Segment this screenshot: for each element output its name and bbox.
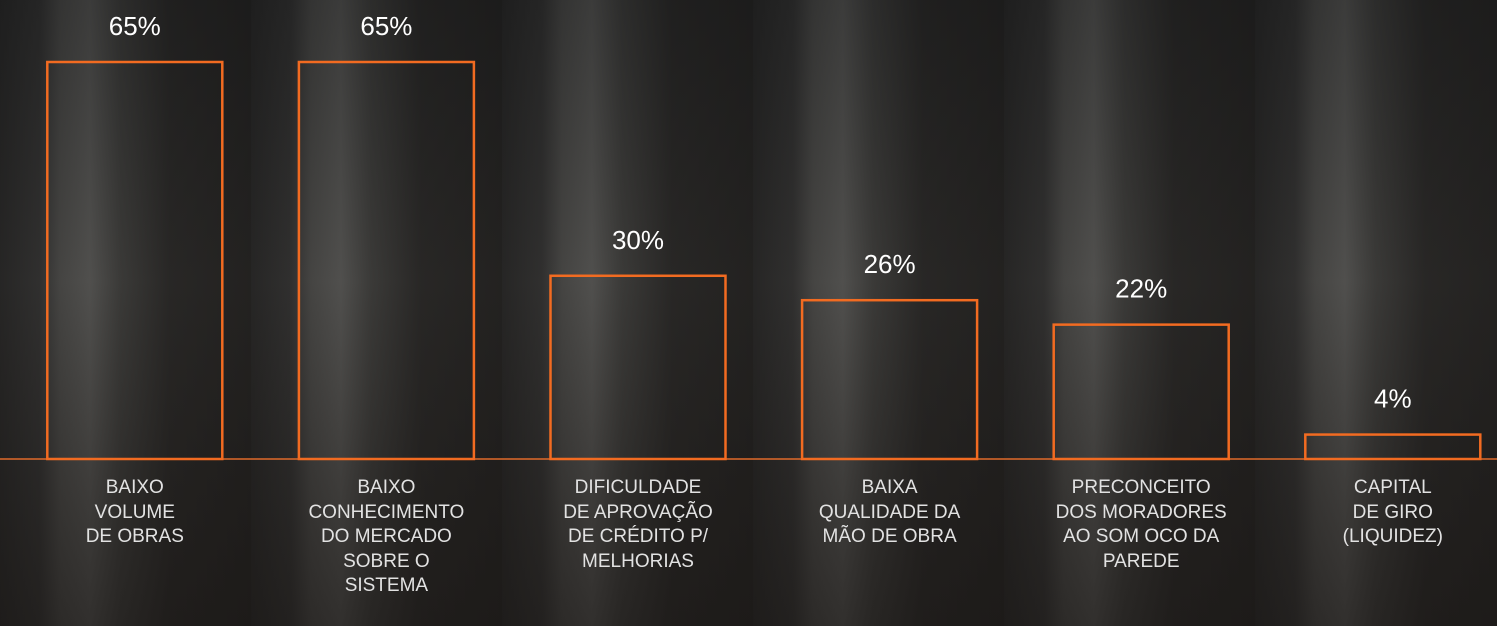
category-label: DIFICULDADE DE APROVAÇÃO DE CRÉDITO P/ M… (563, 477, 713, 572)
category-label: PRECONCEITO DOS MORADORES AO SOM OCO DA … (1055, 477, 1227, 572)
value-label: 65% (360, 11, 412, 41)
value-label: 30% (612, 225, 664, 255)
category-label: BAIXO CONHECIMENTO DO MERCADO SOBRE O SI… (308, 477, 465, 596)
bar (1304, 433, 1482, 461)
value-label: 65% (109, 11, 161, 41)
bar (1052, 323, 1230, 461)
bar (46, 60, 224, 461)
bar (297, 60, 476, 461)
value-label: 4% (1374, 384, 1412, 414)
category-label: CAPITAL DE GIRO (LIQUIDEZ) (1342, 477, 1443, 547)
value-label: 26% (864, 249, 916, 279)
value-label: 22% (1115, 274, 1167, 304)
category-label: BAIXA QUALIDADE DA MÃO DE OBRA (818, 477, 961, 547)
bar (549, 274, 727, 461)
bar (800, 298, 979, 461)
category-label: BAIXO VOLUME DE OBRAS (85, 477, 184, 547)
